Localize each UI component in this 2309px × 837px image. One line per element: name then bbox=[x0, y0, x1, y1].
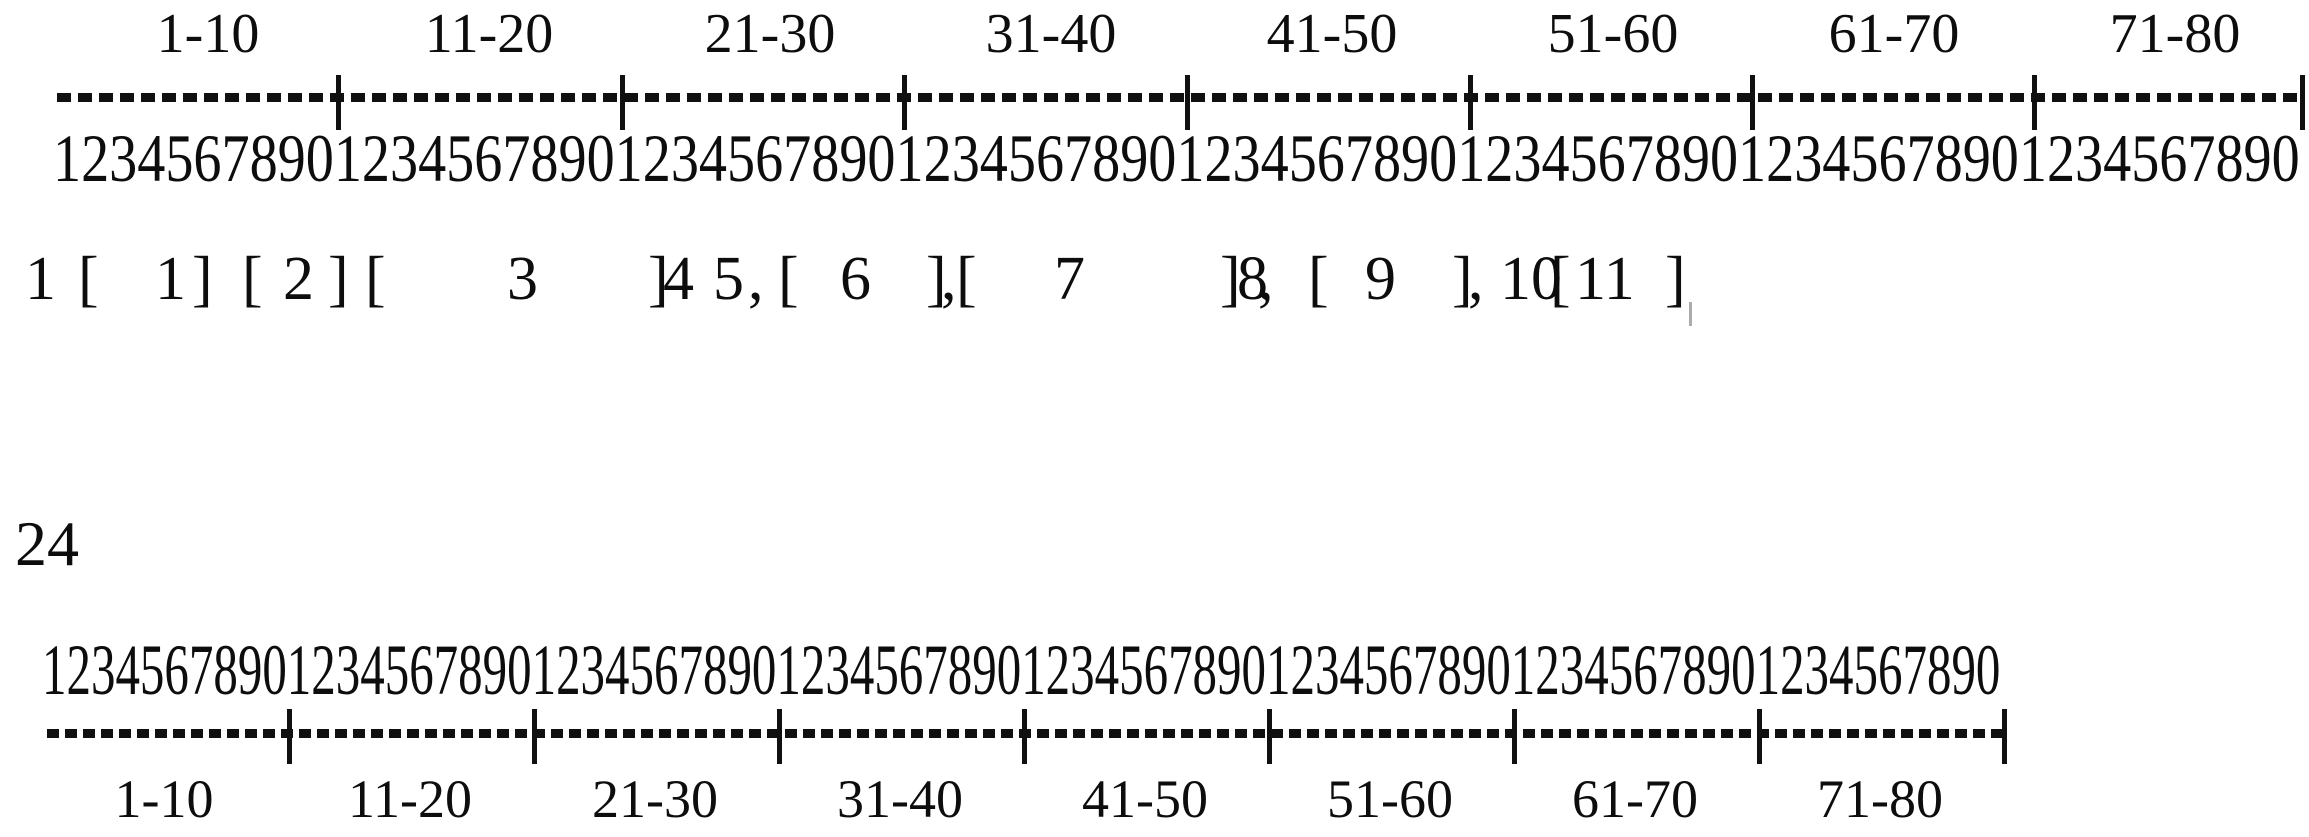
column-range-label: 41-50 bbox=[1266, 3, 1398, 65]
field-marker: 7 bbox=[1054, 245, 1085, 313]
column-range-label: 41-50 bbox=[1082, 769, 1208, 829]
field-marker: 11 bbox=[1575, 245, 1635, 313]
column-boundary-tick bbox=[532, 709, 537, 764]
field-marker: 10 bbox=[1500, 245, 1562, 313]
column-boundary-tick bbox=[620, 75, 625, 130]
field-marker: ] bbox=[648, 245, 669, 313]
column-range-label: 11-20 bbox=[348, 769, 472, 829]
field-marker: ] bbox=[1665, 245, 1686, 313]
column-boundary-tick bbox=[287, 709, 292, 764]
top-ruler-digits: 1234567890123456789012345678901234567890… bbox=[53, 120, 2300, 196]
field-marker: [ bbox=[956, 245, 977, 313]
column-boundary-tick bbox=[2300, 75, 2305, 130]
column-boundary-tick bbox=[902, 75, 907, 130]
column-range-label: 71-80 bbox=[2109, 3, 2241, 65]
column-range-label: 31-40 bbox=[837, 769, 963, 829]
field-marker: ] bbox=[192, 245, 213, 313]
field-marker: [ bbox=[365, 245, 386, 313]
column-range-label: 51-60 bbox=[1327, 769, 1453, 829]
column-boundary-tick bbox=[1022, 709, 1027, 764]
column-boundary-tick bbox=[777, 709, 782, 764]
column-boundary-tick bbox=[336, 75, 341, 130]
field-marker: 1 bbox=[155, 245, 186, 313]
line-number: 24 bbox=[15, 508, 79, 579]
column-boundary-tick bbox=[1267, 709, 1272, 764]
field-marker: 2 bbox=[283, 245, 314, 313]
column-boundary-tick bbox=[1512, 709, 1517, 764]
field-marker: 8 bbox=[1237, 245, 1268, 313]
field-marker: , bbox=[1468, 245, 1484, 313]
column-range-label: 11-20 bbox=[424, 3, 554, 65]
field-marker: ] bbox=[1452, 245, 1473, 313]
field-marker: 3 bbox=[507, 245, 538, 313]
column-boundary-tick bbox=[1468, 75, 1473, 130]
field-marker: , bbox=[941, 245, 957, 313]
column-range-label: 1-10 bbox=[156, 3, 260, 65]
column-range-label: 71-80 bbox=[1817, 769, 1943, 829]
column-boundary-tick bbox=[1185, 75, 1190, 130]
field-marker: ] bbox=[1220, 245, 1241, 313]
column-range-label: 51-60 bbox=[1547, 3, 1679, 65]
field-marker: [ bbox=[242, 245, 263, 313]
column-range-label: 1-10 bbox=[114, 769, 214, 829]
field-marker: 4 bbox=[663, 245, 694, 313]
field-marker: [ bbox=[1308, 245, 1329, 313]
column-range-label: 61-70 bbox=[1828, 3, 1960, 65]
field-marker: ] bbox=[926, 245, 947, 313]
field-marker: 1 bbox=[25, 245, 56, 313]
field-marker: ] bbox=[328, 245, 349, 313]
field-marker: 9 bbox=[1365, 245, 1396, 313]
field-marker: [ bbox=[1550, 245, 1571, 313]
column-range-label: 21-30 bbox=[592, 769, 718, 829]
field-marker: , bbox=[748, 245, 764, 313]
column-boundary-tick bbox=[2002, 709, 2007, 764]
field-marker: [ bbox=[778, 245, 799, 313]
field-marker: [ bbox=[78, 245, 99, 313]
column-range-label: 61-70 bbox=[1572, 769, 1698, 829]
field-marker: , bbox=[1258, 245, 1274, 313]
scan-artifact bbox=[1689, 302, 1692, 326]
column-range-label: 21-30 bbox=[704, 3, 836, 65]
bottom-ruler-digits: 1234567890123456789012345678901234567890… bbox=[42, 630, 2001, 710]
field-marker: 5 bbox=[713, 245, 744, 313]
column-boundary-tick bbox=[1750, 75, 1755, 130]
field-marker: 6 bbox=[840, 245, 871, 313]
column-range-label: 31-40 bbox=[985, 3, 1117, 65]
column-boundary-tick bbox=[1757, 709, 1762, 764]
ruler-dashed-line bbox=[57, 93, 2303, 102]
column-boundary-tick bbox=[2032, 75, 2037, 130]
